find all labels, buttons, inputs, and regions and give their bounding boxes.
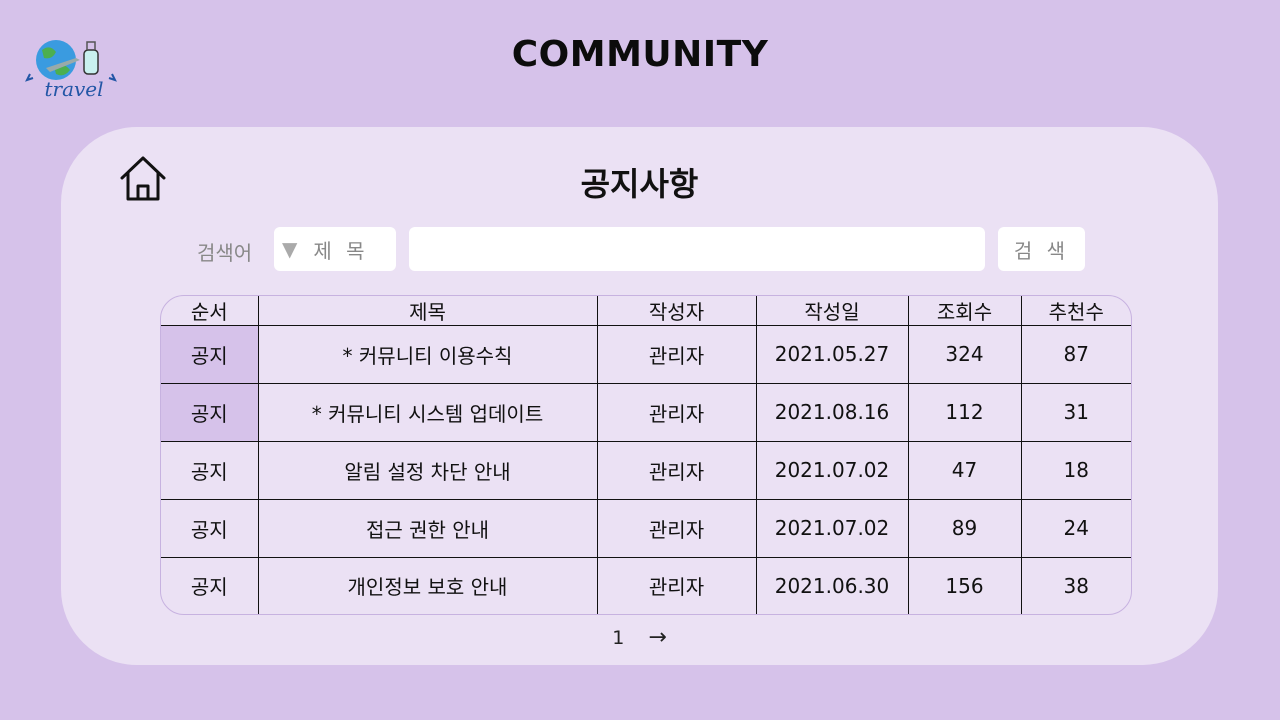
search-button[interactable]: 검 색 — [998, 227, 1085, 271]
notice-panel: 공지사항 검색어 ▼ 제 목 검 색 순서 제목 작성자 작성일 조회수 추천수 — [61, 127, 1218, 665]
table-row[interactable]: 공지 알림 설정 차단 안내 관리자 2021.07.02 47 18 — [161, 441, 1131, 500]
table-row[interactable]: 공지 * 커뮤니티 시스템 업데이트 관리자 2021.08.16 112 31 — [161, 383, 1131, 442]
svg-text:travel: travel — [44, 77, 103, 101]
row-title-link[interactable]: 접근 권한 안내 — [257, 499, 597, 558]
row-views: 324 — [907, 325, 1021, 384]
row-views: 112 — [907, 383, 1021, 442]
row-title-link[interactable]: * 커뮤니티 시스템 업데이트 — [257, 383, 597, 442]
row-views: 47 — [907, 441, 1021, 500]
row-author: 관리자 — [596, 383, 756, 442]
row-date: 2021.07.02 — [755, 441, 908, 500]
row-title-link[interactable]: 개인정보 보호 안내 — [257, 557, 597, 614]
table-row[interactable]: 공지 접근 권한 안내 관리자 2021.07.02 89 24 — [161, 499, 1131, 558]
page-title: COMMUNITY — [511, 34, 769, 75]
notice-table: 순서 제목 작성자 작성일 조회수 추천수 공지 * 커뮤니티 이용수칙 관리자… — [160, 295, 1132, 615]
row-likes: 38 — [1020, 557, 1131, 614]
row-title-link[interactable]: * 커뮤니티 이용수칙 — [257, 325, 597, 384]
row-date: 2021.08.16 — [755, 383, 908, 442]
row-views: 156 — [907, 557, 1021, 614]
header-views: 조회수 — [907, 296, 1021, 326]
search-label: 검색어 — [197, 241, 253, 265]
row-author: 관리자 — [596, 325, 756, 384]
row-likes: 18 — [1020, 441, 1131, 500]
row-author: 관리자 — [596, 441, 756, 500]
section-title: 공지사항 — [580, 165, 699, 203]
row-order: 공지 — [190, 575, 228, 600]
row-date: 2021.05.27 — [755, 325, 908, 384]
row-order: 공지 — [161, 499, 258, 558]
arrow-right-icon[interactable]: → — [648, 625, 667, 650]
row-order: 공지 — [161, 383, 258, 442]
search-input[interactable] — [409, 227, 985, 271]
travel-globe-logo: travel — [25, 40, 117, 101]
row-views: 89 — [907, 499, 1021, 558]
row-likes: 31 — [1020, 383, 1131, 442]
row-likes: 87 — [1020, 325, 1131, 384]
row-author: 관리자 — [596, 557, 756, 614]
search-type-value: 제 목 — [313, 238, 369, 263]
row-title-link[interactable]: 알림 설정 차단 안내 — [257, 441, 597, 500]
header-likes: 추천수 — [1020, 296, 1131, 326]
header-author: 작성자 — [596, 296, 756, 326]
row-date: 2021.06.30 — [755, 557, 908, 614]
row-order: 공지 — [161, 441, 258, 500]
row-order: 공지 — [161, 325, 258, 384]
table-row[interactable]: 공지 개인정보 보호 안내 관리자 2021.06.30 156 38 — [161, 557, 1131, 614]
pagination: 1 → — [61, 625, 1218, 650]
caret-down-icon: ▼ — [282, 237, 298, 261]
row-author: 관리자 — [596, 499, 756, 558]
search-type-select[interactable]: ▼ 제 목 — [274, 227, 396, 271]
table-header-row: 순서 제목 작성자 작성일 조회수 추천수 — [161, 296, 1131, 326]
row-likes: 24 — [1020, 499, 1131, 558]
header-date: 작성일 — [755, 296, 908, 326]
home-icon[interactable] — [117, 153, 169, 205]
table-row[interactable]: 공지 * 커뮤니티 이용수칙 관리자 2021.05.27 324 87 — [161, 325, 1131, 384]
header-title: 제목 — [257, 296, 597, 326]
page-number[interactable]: 1 — [612, 626, 625, 649]
row-date: 2021.07.02 — [755, 499, 908, 558]
header-order: 순서 — [161, 296, 258, 326]
